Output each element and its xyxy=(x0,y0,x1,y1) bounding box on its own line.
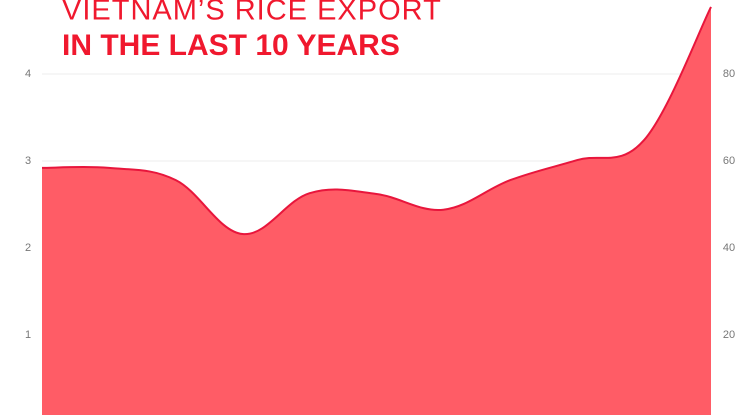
area xyxy=(42,6,711,415)
line xyxy=(41,6,712,236)
y-tick-label: 2 xyxy=(25,242,31,254)
y2-tick-label: 80 xyxy=(723,68,735,80)
y-tick-label: 1 xyxy=(25,329,31,341)
chart-title: VIETNAM’S RICE EXPORT xyxy=(62,0,442,27)
y-tick-label: 4 xyxy=(25,68,31,80)
chart-subtitle: IN THE LAST 10 YEARS xyxy=(62,29,400,62)
plot-area xyxy=(41,6,712,415)
y2-tick-label: 20 xyxy=(723,329,735,341)
y2-tick-label: 40 xyxy=(723,242,735,254)
y-tick-label: 3 xyxy=(25,155,31,167)
y2-tick-label: 60 xyxy=(723,155,735,167)
